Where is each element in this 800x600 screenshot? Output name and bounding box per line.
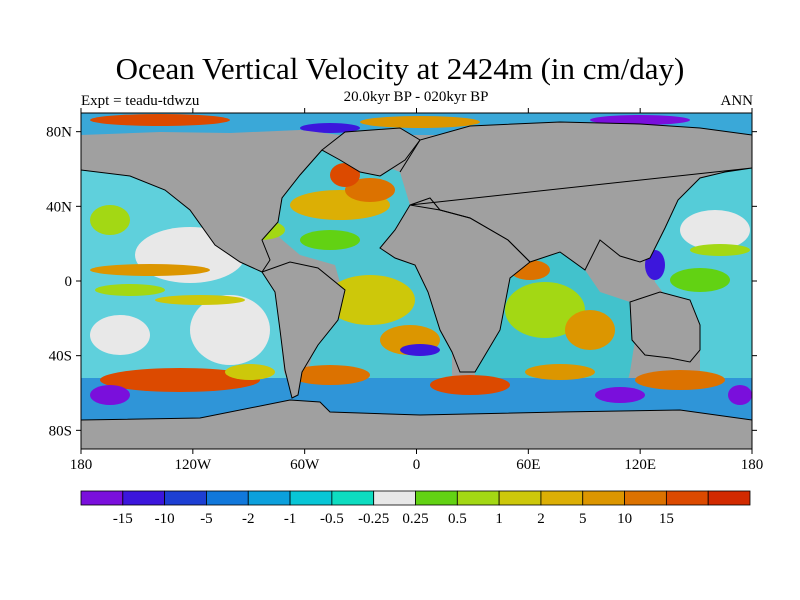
colorbar-swatch [624,490,667,506]
lat-tick-label: 80N [46,125,72,141]
colorbar-swatch [164,490,207,506]
map-panel [80,112,753,450]
season-label: ANN [720,93,754,109]
lat-tick-label: 0 [65,274,73,290]
lon-tick-label: 0 [413,457,421,473]
colorbar-label: 10 [617,511,632,527]
lon-tick-label: 60W [290,457,320,473]
land-antarctica [81,400,752,449]
colorbar-swatch [582,490,625,506]
colorbar: -15 -10 -5 -2 -1 -0.5 -0.25 0.25 0.5 1 2 5 10 15 [80,490,751,527]
field-patches [90,114,752,405]
map-title: Ocean Vertical Velocity at 2424m (in cm/… [115,51,685,86]
colorbar-label: -0.25 [358,511,389,527]
colorbar-label: 5 [579,511,587,527]
colorbar-swatch [498,490,542,506]
colorbar-swatch [540,490,584,506]
colorbar-label: 15 [659,511,674,527]
experiment-label: Expt = teadu-tdwzu [81,93,200,109]
land-australia [630,292,700,362]
colorbar-swatch [206,490,249,506]
colorbar-swatch [456,490,500,506]
longitude-axis: 180 120W 60W 0 60E 120E 180 [70,108,764,473]
colorbar-swatch [665,490,709,506]
lat-tick-label: 40N [46,199,72,215]
colorbar-label: -15 [113,511,133,527]
coastlines [81,121,752,421]
colorbar-swatch [331,490,375,506]
colorbar-swatch [122,490,166,506]
period-label: 20.0kyr BP - 020kyr BP [343,89,489,105]
colorbar-label: -1 [284,511,297,527]
land-north-america [81,130,340,272]
lat-tick-label: 80S [49,423,72,439]
colorbar-label: -2 [242,511,255,527]
ocean-field [81,113,752,449]
land-greenland [322,128,420,176]
latitude-axis: 80N 40N 0 40S 80S [46,125,757,439]
colorbar-label: -10 [155,511,175,527]
lon-tick-label: 120W [174,457,212,473]
colorbar-swatch [289,490,333,506]
lat-tick-label: 40S [49,349,72,365]
land-eurasia [400,122,752,270]
colorbar-label: 2 [537,511,545,527]
land-africa [380,205,530,372]
colorbar-swatch [373,490,416,506]
colorbar-swatch [415,490,458,506]
colorbar-label: -0.5 [320,511,344,527]
lon-tick-label: 120E [624,457,656,473]
lon-tick-label: 180 [741,457,764,473]
lon-tick-label: 60E [516,457,540,473]
colorbar-label: 0.25 [402,511,428,527]
colorbar-label: -5 [200,511,213,527]
colorbar-swatch [80,490,124,506]
land-south-america [262,262,345,398]
colorbar-swatch [247,490,291,506]
colorbar-swatch [707,490,751,506]
lon-tick-label: 180 [70,457,93,473]
colorbar-label: 1 [495,511,503,527]
colorbar-label: 0.5 [448,511,467,527]
